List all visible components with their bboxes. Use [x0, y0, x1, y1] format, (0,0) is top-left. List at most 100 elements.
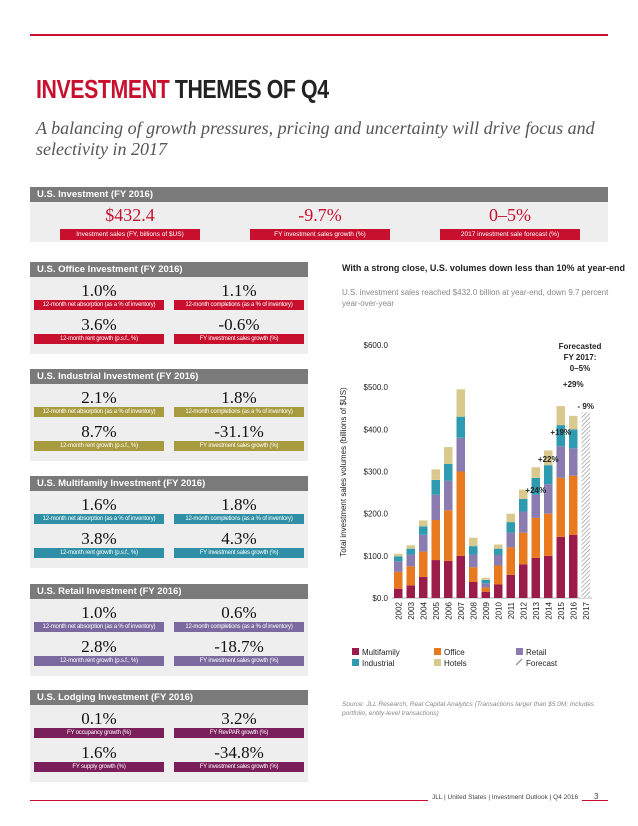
legend-swatch-office	[434, 648, 441, 655]
x-tick-label: 2002	[394, 601, 403, 619]
x-tick-label: 2011	[507, 601, 516, 619]
metric-value: 2.8%	[81, 637, 117, 656]
source-note: Source: JLL Research, Real Capital Analy…	[342, 701, 595, 717]
bar-hotels-2006	[444, 447, 453, 464]
bar-hotels-2016	[569, 415, 578, 430]
metric-value: 8.7%	[81, 422, 117, 441]
bar-multifamily-2004	[419, 576, 428, 598]
legend-swatch-multifamily	[352, 648, 359, 655]
bar-hotels-2005	[431, 469, 440, 480]
metric-label: 12-month net absorption (as a % of inven…	[34, 407, 164, 417]
bar-multifamily-2016	[569, 534, 578, 598]
x-tick-label: 2016	[569, 601, 578, 619]
bar-office-2016	[569, 475, 578, 535]
bar-industrial-2012	[519, 498, 528, 512]
bar-office-2003	[406, 566, 415, 586]
industrial-investment-section: U.S. Industrial Investment (FY 2016) 2.1…	[30, 369, 308, 461]
footer-rule	[30, 800, 608, 801]
retail-investment-section: U.S. Retail Investment (FY 2016) 1.0% 12…	[30, 584, 308, 676]
metric-label: 12-month rent growth (p.s.f., %)	[34, 441, 164, 451]
section-header: U.S. Lodging Investment (FY 2016)	[30, 690, 308, 705]
office-investment-section: U.S. Office Investment (FY 2016) 1.0% 12…	[30, 262, 308, 354]
y-tick-label: $400.0	[364, 425, 389, 434]
bar-office-2009	[481, 587, 490, 592]
bar-retail-2008	[469, 554, 478, 568]
bar-office-2002	[394, 571, 403, 589]
x-tick-label: 2012	[519, 601, 528, 619]
bar-industrial-2015	[556, 425, 565, 447]
metric-value: 1.8%	[221, 388, 257, 407]
bar-hotels-2009	[481, 577, 490, 580]
metric-label: 12-month rent growth (p.s.f., %)	[34, 656, 164, 666]
y-tick-label: $100.0	[364, 552, 389, 561]
x-tick-label: 2014	[544, 601, 553, 619]
x-tick-label: 2015	[557, 601, 566, 619]
bar-hotels-2008	[469, 537, 478, 547]
bar-multifamily-2005	[431, 560, 440, 598]
bar-industrial-2013	[531, 477, 540, 495]
bar-retail-2012	[519, 511, 528, 533]
bar-office-2015	[556, 477, 565, 537]
metric-label: FY investment sales growth (%)	[174, 334, 304, 344]
bar-hotels-2007	[456, 389, 465, 417]
metric-label: FY investment sales growth (%)	[174, 656, 304, 666]
bar-industrial-2011	[506, 522, 515, 533]
bar-hotels-2014	[544, 450, 553, 466]
x-tick-label: 2003	[407, 601, 416, 619]
metric-label: FY investment sales growth (%)	[174, 441, 304, 451]
metric-value: 0.1%	[81, 709, 117, 728]
metric-value: -0.6%	[218, 315, 260, 334]
legend-label: Hotels	[444, 659, 467, 668]
bar-hotels-2010	[494, 544, 503, 549]
growth-annotation: +29%	[563, 380, 584, 389]
metric-label: 12-month completions (as a % of inventor…	[174, 407, 304, 417]
bar-multifamily-2007	[456, 555, 465, 598]
x-tick-label: 2008	[469, 601, 478, 619]
bar-multifamily-2009	[481, 591, 490, 598]
bar-office-2007	[456, 471, 465, 556]
metric-label: FY occupancy growth (%)	[34, 728, 164, 738]
forecast-label-line: 0–5%	[570, 364, 590, 373]
forecast-label-line: FY 2017:	[564, 353, 597, 362]
top-rule	[30, 34, 608, 36]
metric-label: FY RevPAR growth (%)	[174, 728, 304, 738]
bar-retail-2013	[531, 494, 540, 518]
metric-label: 12-month completions (as a % of inventor…	[174, 622, 304, 632]
bar-industrial-2016	[569, 429, 578, 449]
multifamily-investment-section: U.S. Multifamily Investment (FY 2016) 1.…	[30, 476, 308, 568]
investment-forecast-label: 2017 investment sale forecast (%)	[440, 229, 580, 240]
metric-label: FY supply growth (%)	[34, 762, 164, 772]
bar-office-2004	[419, 551, 428, 577]
metric-value: -34.8%	[214, 743, 264, 762]
bar-industrial-2002	[394, 556, 403, 562]
x-tick-label: 2005	[432, 601, 441, 619]
bar-industrial-2008	[469, 546, 478, 555]
metric-value: 1.1%	[221, 281, 257, 300]
bar-retail-2016	[569, 448, 578, 476]
metric-value: 3.8%	[81, 529, 117, 548]
bar-retail-2015	[556, 446, 565, 478]
metric-label: FY investment sales growth (%)	[174, 762, 304, 772]
bar-hotels-2012	[519, 489, 528, 499]
metric-value: 0.6%	[221, 603, 257, 622]
bar-office-2006	[444, 510, 453, 561]
bar-industrial-2006	[444, 463, 453, 481]
bar-office-2011	[506, 547, 515, 575]
legend-label: Industrial	[362, 659, 395, 668]
bar-industrial-2014	[544, 465, 553, 485]
metric-value: 3.2%	[221, 709, 257, 728]
bar-retail-2006	[444, 480, 453, 511]
metric-label: 12-month completions (as a % of inventor…	[174, 514, 304, 524]
legend-label: Office	[444, 648, 465, 657]
chart-title: With a strong close, U.S. volumes down l…	[342, 263, 625, 273]
metric-label: 12-month net absorption (as a % of inven…	[34, 514, 164, 524]
bar-retail-2004	[419, 534, 428, 552]
metric-value: 1.0%	[81, 603, 117, 622]
legend-swatch-forecast	[515, 658, 523, 666]
y-tick-label: $300.0	[364, 468, 389, 477]
bar-multifamily-2012	[519, 564, 528, 598]
y-tick-label: $500.0	[364, 383, 389, 392]
legend-label: Multifamily	[362, 648, 400, 657]
bar-retail-2009	[481, 583, 490, 588]
bar-office-2014	[544, 513, 553, 556]
